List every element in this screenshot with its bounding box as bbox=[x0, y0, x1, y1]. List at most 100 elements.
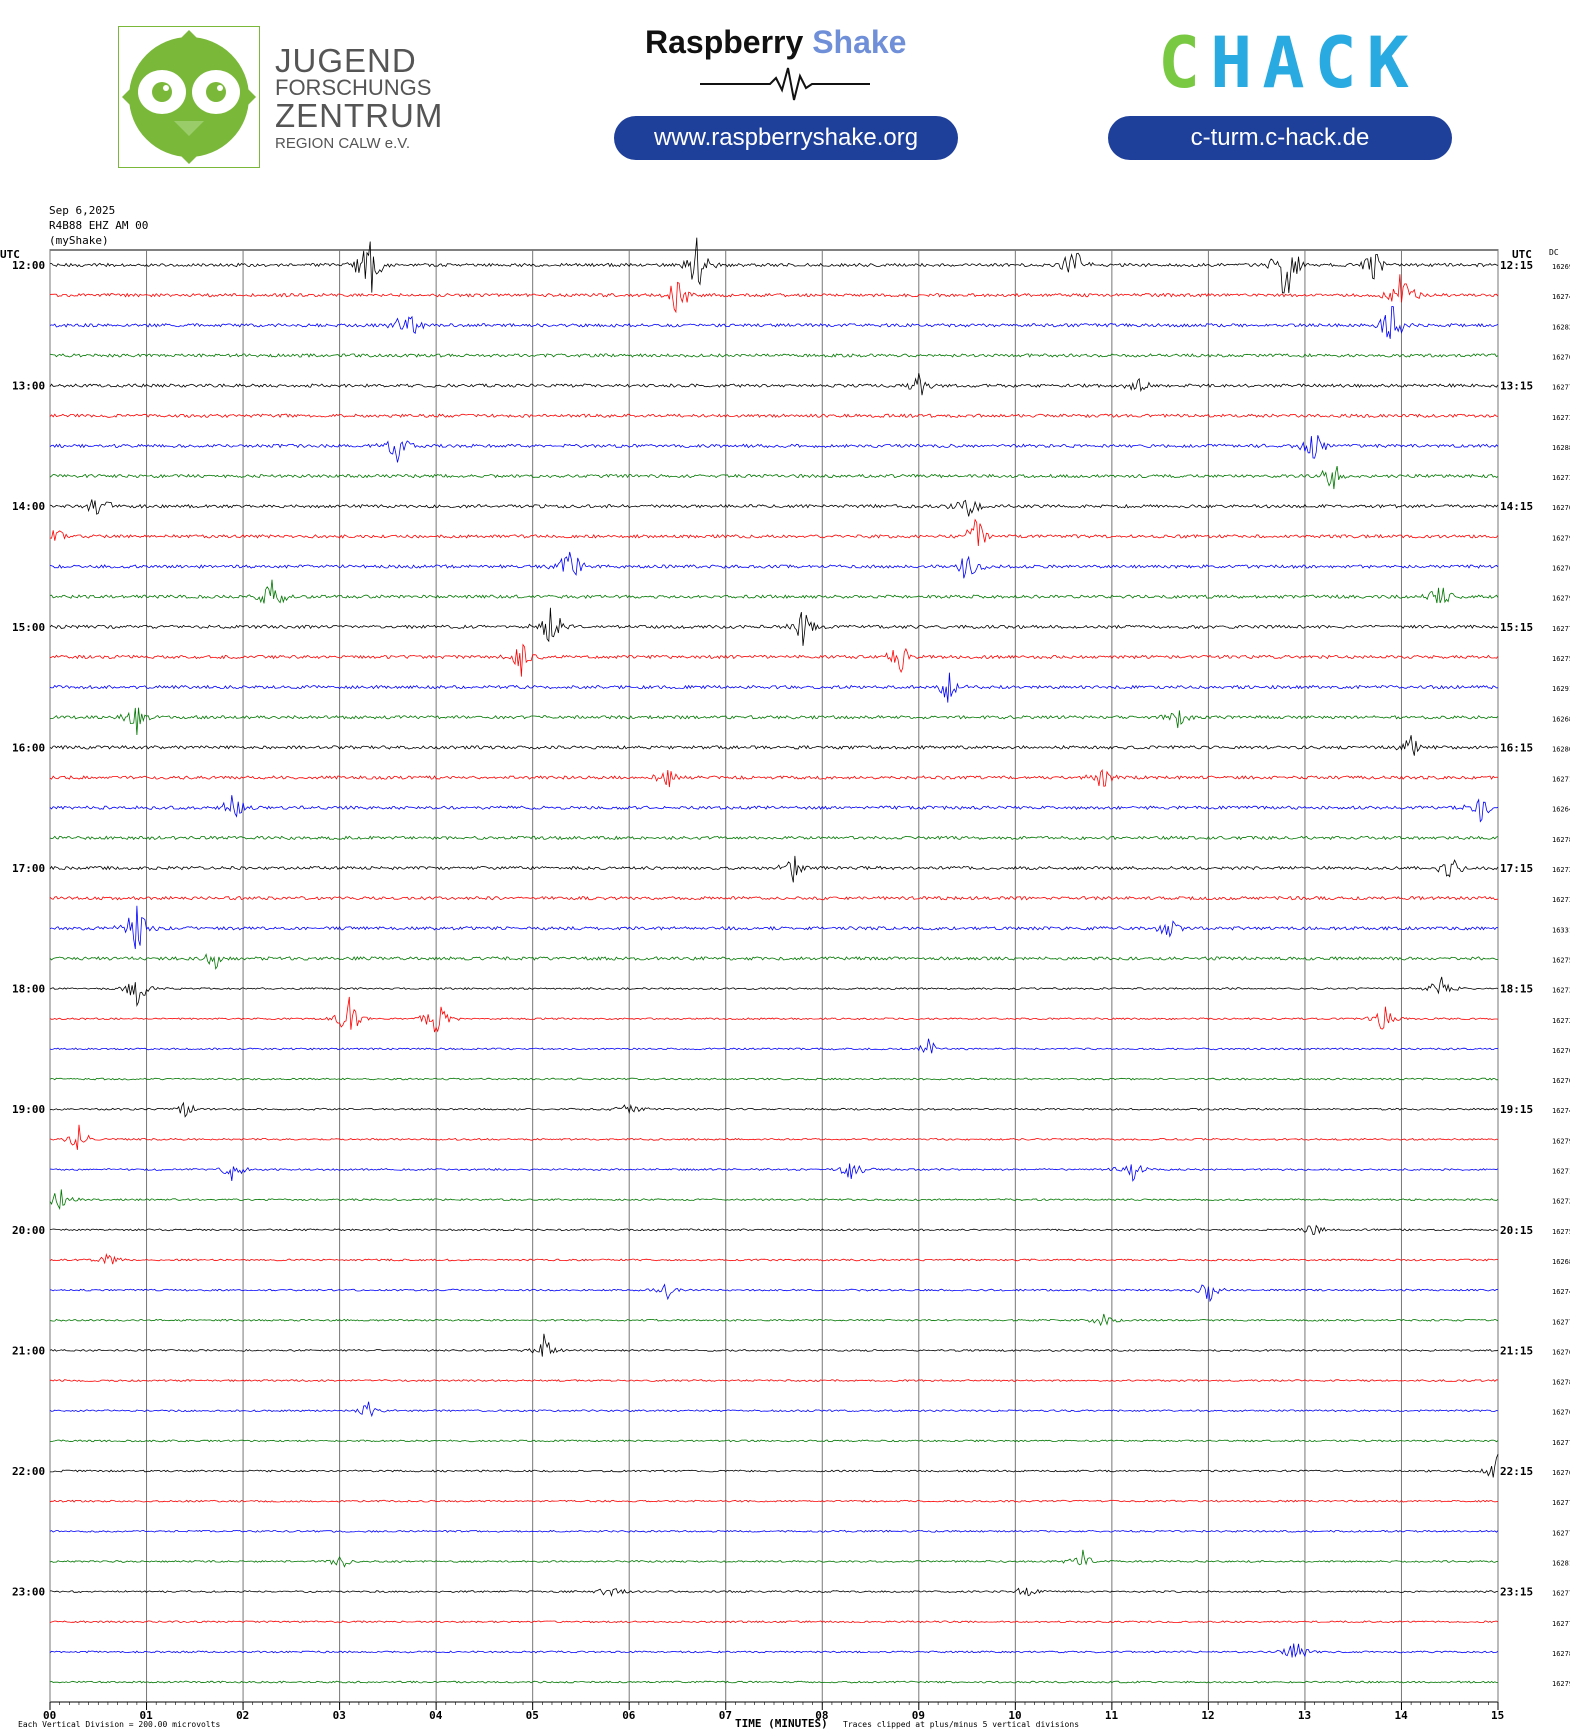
trace-row bbox=[49, 1401, 1499, 1418]
trace-row bbox=[49, 707, 1499, 736]
trace-lines bbox=[49, 237, 1499, 1684]
right-hour-label: 19:15 bbox=[1500, 1103, 1533, 1116]
dc-offset-label: 16279 bbox=[1552, 534, 1570, 542]
trace-row bbox=[49, 1643, 1499, 1658]
dc-offset-label: 16276 bbox=[1552, 1469, 1570, 1477]
trace-row bbox=[49, 1224, 1499, 1235]
owl-icon bbox=[117, 25, 261, 169]
right-hour-label: 16:15 bbox=[1500, 741, 1533, 754]
dc-offset-label: 16274 bbox=[1552, 293, 1570, 301]
dc-offset-label: 16277 bbox=[1552, 1318, 1570, 1326]
rs-title-accent: Shake bbox=[812, 24, 907, 60]
trace-row bbox=[49, 435, 1499, 463]
dc-offset-label: 16279 bbox=[1552, 595, 1570, 603]
trace-row bbox=[49, 1549, 1499, 1568]
dc-offset-label: 16270 bbox=[1552, 504, 1570, 512]
left-hour-label: 21:00 bbox=[12, 1344, 45, 1357]
raspberryshake-link[interactable]: www.raspberryshake.org bbox=[614, 116, 958, 160]
axis-labels: UTC UTC DC TIME (MINUTES) Each Vertical … bbox=[0, 248, 1570, 1730]
left-hour-label: 16:00 bbox=[12, 741, 45, 754]
dc-offset-label: 16278 bbox=[1552, 1379, 1570, 1387]
left-hour-label: 13:00 bbox=[12, 380, 45, 393]
dc-offset-label: 16276 bbox=[1552, 353, 1570, 361]
trace-row bbox=[49, 373, 1499, 396]
left-hour-label: 19:00 bbox=[12, 1103, 45, 1116]
dc-offset-label: 16282 bbox=[1552, 323, 1570, 331]
dc-offset-label: 16278 bbox=[1552, 1650, 1570, 1658]
dc-offset-label: 16274 bbox=[1552, 1107, 1570, 1115]
trace-row bbox=[49, 579, 1499, 604]
trace-row bbox=[49, 953, 1499, 970]
left-hour-label: 15:00 bbox=[12, 621, 45, 634]
trace-row bbox=[49, 306, 1499, 339]
dc-offset-label: 16277 bbox=[1552, 1590, 1570, 1598]
station-meta: Sep 6,2025 R4B88 EHZ AM 00 (myShake) bbox=[49, 203, 148, 248]
trace-row bbox=[49, 1499, 1499, 1503]
dc-offset-label: 16275 bbox=[1552, 956, 1570, 964]
rs-title-dark: Raspberry bbox=[645, 24, 804, 60]
left-hour-label: 12:00 bbox=[12, 259, 45, 272]
left-hour-label: 23:00 bbox=[12, 1586, 45, 1599]
dc-offset-label: 16277 bbox=[1552, 1499, 1570, 1507]
dc-offset-label: 16278 bbox=[1552, 836, 1570, 844]
trace-row bbox=[49, 672, 1499, 703]
x-tick-label: 00 bbox=[43, 1709, 56, 1722]
right-hour-label: 15:15 bbox=[1500, 621, 1533, 634]
jfz-line3: ZENTRUM bbox=[275, 97, 444, 134]
jfz-line2: FORSCHUNGS bbox=[275, 75, 432, 100]
trace-row bbox=[49, 413, 1499, 419]
chack-link[interactable]: c-turm.c-hack.de bbox=[1108, 116, 1452, 160]
trace-row bbox=[49, 1529, 1499, 1533]
trace-row bbox=[49, 1101, 1499, 1118]
dc-offset-label: 16280 bbox=[1552, 745, 1570, 753]
x-tick-label: 10 bbox=[1008, 1709, 1021, 1722]
trace-row bbox=[49, 1077, 1499, 1081]
right-hour-label: 18:15 bbox=[1500, 983, 1533, 996]
dc-offset-label: 16273 bbox=[1552, 414, 1570, 422]
trace-row bbox=[49, 499, 1499, 517]
trace-row bbox=[49, 274, 1499, 314]
x-tick-label: 03 bbox=[333, 1709, 346, 1722]
x-tick-label: 05 bbox=[526, 1709, 539, 1722]
trace-row bbox=[50, 237, 1499, 294]
record-date: Sep 6,2025 bbox=[49, 204, 116, 217]
trace-row bbox=[49, 1163, 1499, 1182]
right-hour-label: 14:15 bbox=[1500, 500, 1533, 513]
trace-row bbox=[49, 1680, 1499, 1684]
trace-row bbox=[50, 1453, 1499, 1478]
x-tick-label: 07 bbox=[719, 1709, 732, 1722]
dc-offset-label: 16288 bbox=[1552, 444, 1570, 452]
dc-offset-label: 16279 bbox=[1552, 1137, 1570, 1145]
dc-offset-label: 16279 bbox=[1552, 1680, 1570, 1688]
trace-row bbox=[49, 795, 1499, 823]
left-hour-label: 14:00 bbox=[12, 500, 45, 513]
dc-offset-label: 16273 bbox=[1552, 896, 1570, 904]
jfz-logo bbox=[117, 25, 261, 169]
trace-row bbox=[49, 607, 1499, 646]
chack-letter-k: K bbox=[1366, 22, 1419, 104]
trace-row bbox=[49, 643, 1499, 677]
jfz-logo-text: JUGEND FORSCHUNGS ZENTRUM REGION CALW e.… bbox=[275, 44, 443, 151]
left-hour-label: 20:00 bbox=[12, 1224, 45, 1237]
dc-offset-label: 16277 bbox=[1552, 625, 1570, 633]
right-hour-label: 20:15 bbox=[1500, 1224, 1533, 1237]
dc-offset-label: 16277 bbox=[1552, 1529, 1570, 1537]
trace-row bbox=[49, 855, 1499, 883]
plot-frame bbox=[49, 249, 1499, 1703]
dc-offset-label: 16274 bbox=[1552, 1288, 1570, 1296]
dc-offset-label: 16275 bbox=[1552, 655, 1570, 663]
dc-offset-label: 16277 bbox=[1552, 1620, 1570, 1628]
x-tick-label: 09 bbox=[912, 1709, 925, 1722]
right-utc-label: UTC bbox=[1512, 248, 1532, 261]
dc-offset-label: 16270 bbox=[1552, 1047, 1570, 1055]
trace-row bbox=[49, 466, 1499, 490]
dc-offset-label: 16276 bbox=[1552, 1409, 1570, 1417]
dc-offset-label: 16276 bbox=[1552, 1348, 1570, 1356]
chack-letter-c2: C bbox=[1314, 22, 1367, 104]
trace-row bbox=[49, 905, 1499, 950]
